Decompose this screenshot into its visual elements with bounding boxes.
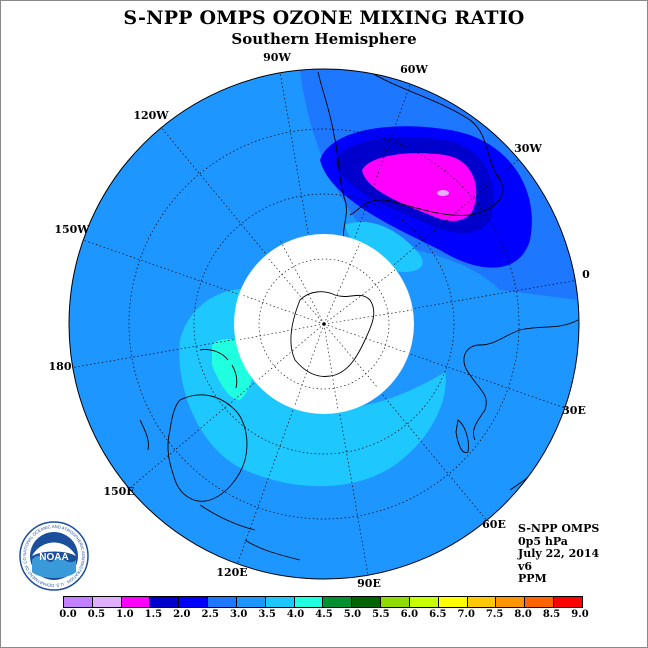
contour-0p5 [437, 190, 449, 196]
colorbar-tick-label: 5.0 [343, 609, 362, 620]
meridian-120w [159, 125, 325, 325]
noaa-logo-text: NOAA [39, 552, 68, 563]
colorbar [63, 596, 583, 608]
map-subtitle: Southern Hemisphere [231, 30, 417, 48]
coast-australia [167, 394, 248, 502]
lon-label-90e: 90E [357, 577, 381, 590]
south-pole-marker [322, 322, 326, 326]
colorbar-segment [323, 597, 353, 607]
colorbar-tick-label: 1.5 [144, 609, 163, 620]
colorbar-tick-label: 1.0 [116, 609, 134, 620]
latitude-circle [128, 128, 520, 520]
colorbar-segment [352, 597, 382, 607]
colorbar-tick-label: 7.5 [485, 609, 504, 620]
map-title: S-NPP OMPS OZONE MIXING RATIO [123, 7, 525, 29]
meridian-90w [279, 71, 325, 325]
colorbar-tick-label: 8.0 [514, 609, 532, 620]
meridian-150w [82, 239, 325, 325]
colorbar-segment [179, 597, 209, 607]
meridian-180 [69, 323, 325, 369]
latitude-circle [193, 193, 455, 455]
info-version: v6 [518, 559, 533, 573]
noaa-logo: NOAA NATIONAL OCEANIC AND ATMOSPHERIC AD… [18, 520, 89, 591]
colorbar-segment [208, 597, 237, 607]
antarctica-outline [290, 291, 375, 377]
coast-madagascar [455, 419, 469, 453]
colorbar-tick-label: 4.5 [315, 609, 333, 620]
colorbar-tick-label: 7.0 [457, 609, 475, 620]
lon-label-120e: 120E [216, 566, 247, 579]
colorbar-segment [467, 597, 497, 607]
coast-south-america [317, 71, 504, 243]
product-info: S-NPP OMPS 0p5 hPa July 22, 2014 v6 PPM [518, 522, 600, 586]
colorbar-segment [525, 597, 555, 607]
contour-1p0 [362, 153, 477, 221]
info-level: 0p5 hPa [518, 534, 568, 548]
colorbar-segment [92, 597, 122, 607]
colorbar-segment [409, 597, 439, 607]
colorbar-tick-label: 5.5 [372, 609, 390, 620]
colorbar-segment [64, 597, 93, 607]
lon-label-150e: 150E [103, 485, 134, 498]
lon-label-60e: 60E [482, 518, 506, 531]
info-date: July 22, 2014 [518, 547, 600, 561]
colorbar-tick-label: 6.0 [400, 609, 419, 620]
colorbar-segment [236, 597, 266, 607]
colorbar-tick-label: 2.5 [201, 609, 219, 620]
lon-label-150w: 150W [54, 223, 90, 236]
inner-graticule [237, 239, 413, 411]
colorbar-tick-label: 3.5 [258, 609, 276, 620]
colorbar-tick-label: 2.0 [173, 609, 191, 620]
meridian-0 [323, 279, 579, 325]
lon-label-90w: 90W [263, 51, 291, 64]
meridian-120e [236, 323, 325, 566]
colorbar-segment [294, 597, 324, 607]
info-units: PPM [518, 572, 547, 586]
meridian-90e [323, 323, 369, 576]
colorbar-segment [554, 597, 582, 607]
colorbar-tick-label: 8.5 [542, 609, 561, 620]
coast-new-zealand [199, 349, 238, 389]
colorbar-tick-label: 0.0 [59, 609, 77, 620]
contour-3p5-north [345, 221, 423, 272]
meridian-60e [323, 323, 489, 523]
colorbar-tick-label: 4.0 [286, 609, 305, 620]
colorbar-segment [381, 597, 410, 607]
colorbar-ticks: 0.0 0.5 1.0 1.5 2.0 2.5 3.0 3.5 4.0 4.5 5.0 5.5 6.0 6… [0, 609, 648, 623]
colorbar-tick-label: 6.5 [429, 609, 447, 620]
colorbar-segment [496, 597, 526, 607]
meridian-30e [323, 323, 566, 409]
lon-label-30w: 30W [514, 142, 542, 155]
coast-islands [139, 419, 301, 561]
colorbar-segment [438, 597, 468, 607]
lon-label-180: 180 [49, 360, 72, 373]
colorbar-tick-label: 0.5 [87, 609, 106, 620]
colorbar-tick-label: 3.0 [229, 609, 248, 620]
lon-label-30e: 30E [562, 404, 586, 417]
lon-label-0: 0 [582, 268, 590, 281]
lon-label-60w: 60W [400, 63, 428, 76]
info-instrument: S-NPP OMPS [518, 522, 600, 535]
colorbar-tick-label: 9.0 [571, 609, 589, 620]
map-boundary [68, 68, 580, 580]
colorbar-segment [150, 597, 180, 607]
colorbar-segment [265, 597, 295, 607]
lon-label-120w: 120W [133, 109, 169, 122]
colorbar-segment [121, 597, 151, 607]
